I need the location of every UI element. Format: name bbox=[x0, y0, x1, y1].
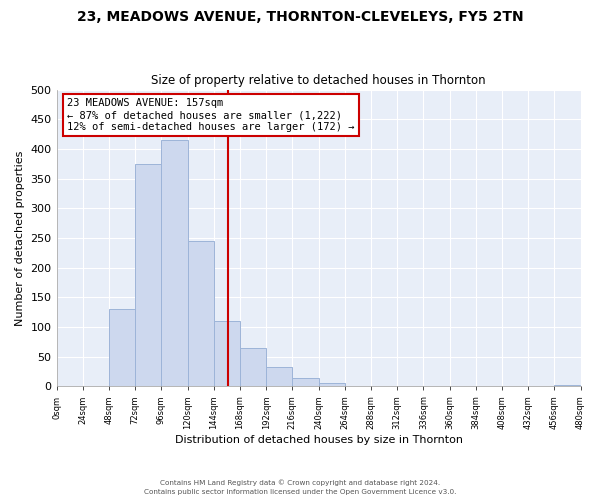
Bar bbox=[292, 378, 319, 386]
Text: Contains HM Land Registry data © Crown copyright and database right 2024.
Contai: Contains HM Land Registry data © Crown c… bbox=[144, 480, 456, 495]
Bar bbox=[214, 321, 240, 386]
Bar bbox=[135, 164, 161, 386]
Text: 23, MEADOWS AVENUE, THORNTON-CLEVELEYS, FY5 2TN: 23, MEADOWS AVENUE, THORNTON-CLEVELEYS, … bbox=[77, 10, 523, 24]
Bar bbox=[161, 140, 188, 386]
Text: 23 MEADOWS AVENUE: 157sqm
← 87% of detached houses are smaller (1,222)
12% of se: 23 MEADOWS AVENUE: 157sqm ← 87% of detac… bbox=[67, 98, 355, 132]
X-axis label: Distribution of detached houses by size in Thornton: Distribution of detached houses by size … bbox=[175, 435, 463, 445]
Title: Size of property relative to detached houses in Thornton: Size of property relative to detached ho… bbox=[151, 74, 486, 87]
Bar bbox=[109, 309, 135, 386]
Bar bbox=[554, 385, 580, 386]
Bar bbox=[240, 348, 266, 387]
Y-axis label: Number of detached properties: Number of detached properties bbox=[15, 150, 25, 326]
Bar bbox=[319, 384, 345, 386]
Bar bbox=[266, 367, 292, 386]
Bar bbox=[188, 241, 214, 386]
